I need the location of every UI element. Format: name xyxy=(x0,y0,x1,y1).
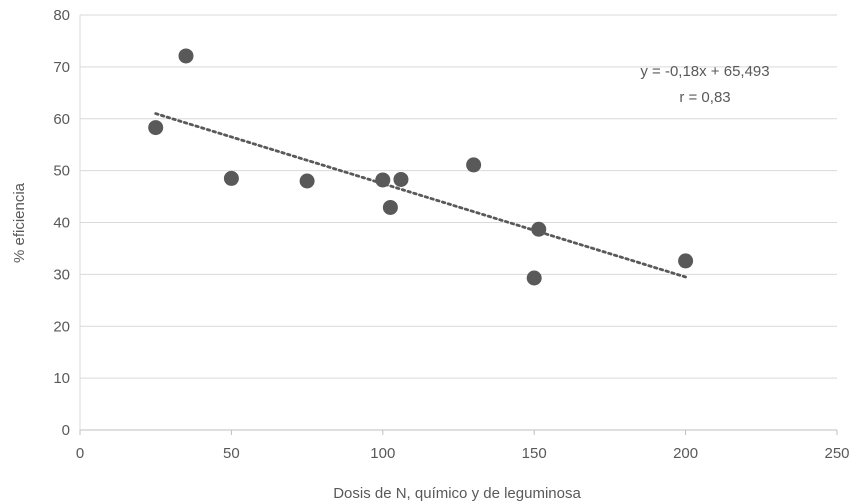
trendline-group xyxy=(154,112,687,279)
x-tick-label: 100 xyxy=(370,445,395,462)
y-tick-label: 30 xyxy=(53,266,70,283)
data-point-11 xyxy=(678,253,694,269)
y-tick-label: 70 xyxy=(53,59,70,76)
y-tick-label: 60 xyxy=(53,111,70,128)
y-axis-label: % eficiencia xyxy=(11,182,28,263)
x-axis-label: Dosis de N, químico y de leguminosa xyxy=(333,485,581,502)
data-point-2 xyxy=(178,48,194,64)
data-point-6 xyxy=(382,199,398,215)
data-point-4 xyxy=(299,173,315,189)
axes xyxy=(79,15,838,435)
y-tick-label: 10 xyxy=(53,370,70,387)
y-tick-label: 0 xyxy=(62,422,70,439)
trend-equation: y = -0,18x + 65,493 xyxy=(640,63,769,80)
data-point-8 xyxy=(466,157,482,173)
trendline xyxy=(154,112,687,279)
x-tick-label: 150 xyxy=(522,445,547,462)
data-point-5 xyxy=(375,172,391,188)
y-tick-label: 50 xyxy=(53,163,70,180)
y-tick-label: 80 xyxy=(53,7,70,24)
x-tick-label: 0 xyxy=(76,445,84,462)
x-tick-label: 50 xyxy=(223,445,240,462)
x-tick-label: 200 xyxy=(673,445,698,462)
data-point-7 xyxy=(393,171,409,187)
data-points xyxy=(148,48,694,286)
data-point-10 xyxy=(531,221,547,237)
data-point-9 xyxy=(526,270,542,286)
trend-r-value: r = 0,83 xyxy=(679,89,730,106)
tick-labels: 0 10 20 30 40 50 60 70 80 0 50 100 150 200 250 xyxy=(53,7,849,462)
data-point-1 xyxy=(148,120,164,136)
data-point-3 xyxy=(223,170,239,186)
y-tick-label: 40 xyxy=(53,215,70,232)
y-tick-label: 20 xyxy=(53,318,70,335)
x-tick-label: 250 xyxy=(824,445,849,462)
gridlines xyxy=(80,14,837,379)
